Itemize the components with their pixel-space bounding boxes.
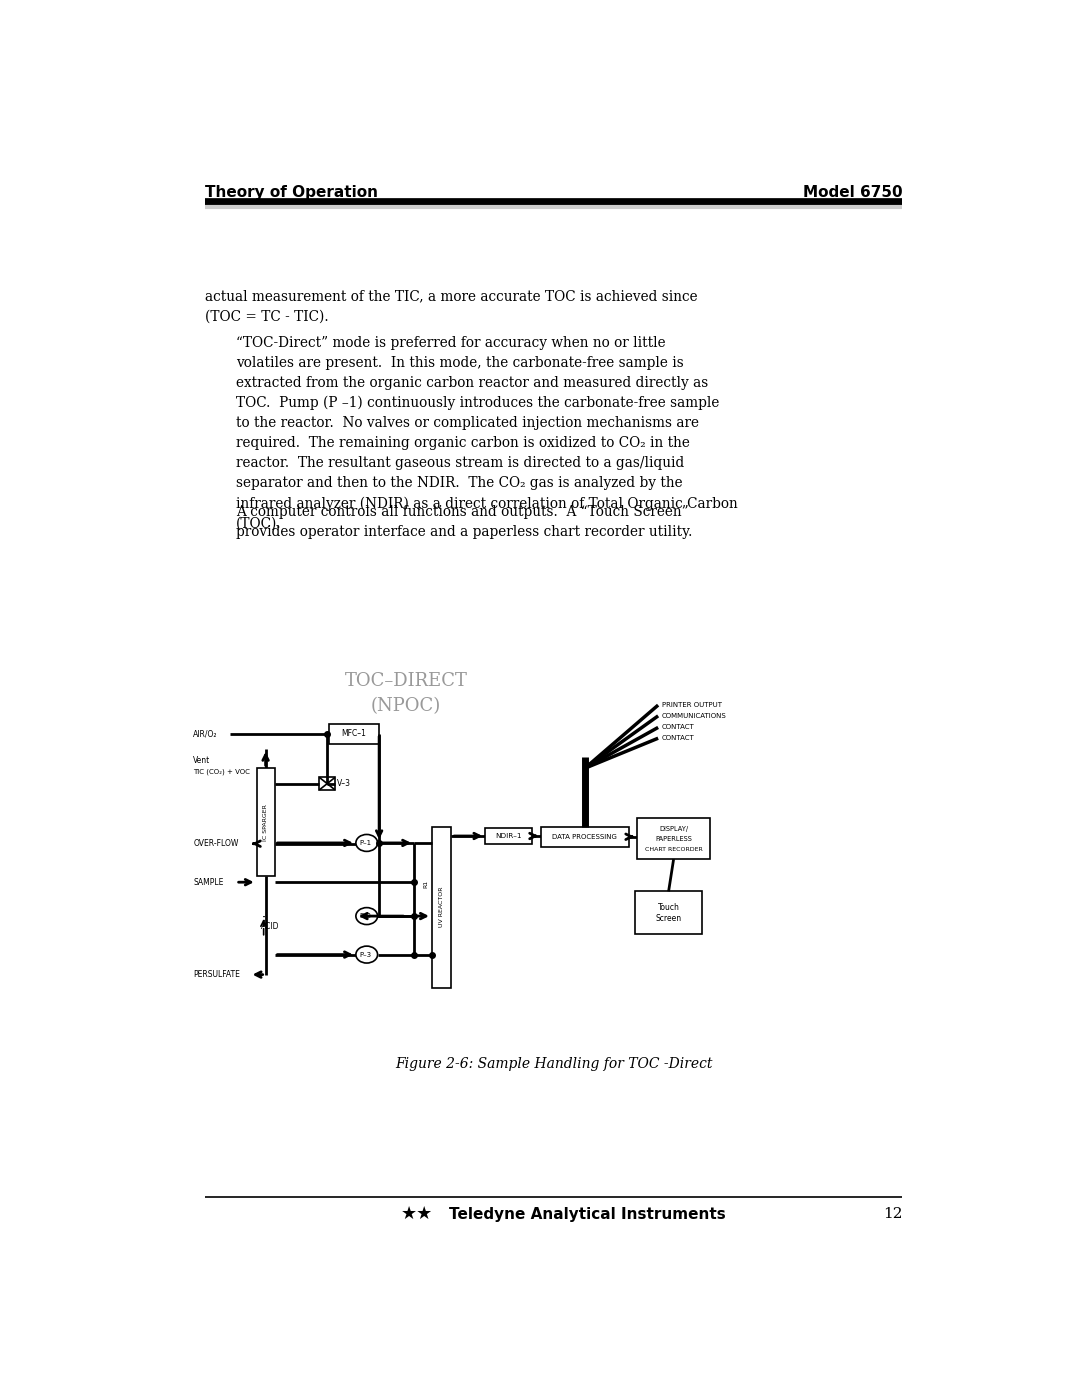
Text: “TOC-Direct” mode is preferred for accuracy when no or little
volatiles are pres: “TOC-Direct” mode is preferred for accur…	[235, 335, 738, 531]
Text: 12: 12	[882, 1207, 902, 1221]
Text: PERSULFATE: PERSULFATE	[193, 970, 240, 979]
Text: ★★: ★★	[401, 1206, 433, 1222]
Bar	[432, 827, 451, 988]
Text: MFC–1: MFC–1	[341, 729, 366, 738]
Bar	[328, 724, 379, 743]
Text: NDIR–1: NDIR–1	[496, 833, 522, 840]
Bar	[541, 827, 629, 847]
Text: A computer controls all functions and outputs.  A “Touch Screen”
provides operat: A computer controls all functions and ou…	[235, 504, 692, 539]
Text: Model 6750: Model 6750	[802, 184, 902, 200]
Text: PAPERLESS: PAPERLESS	[656, 837, 692, 842]
Text: V–3: V–3	[337, 780, 351, 788]
Text: actual measurement of the TIC, a more accurate TOC is achieved since
(TOC = TC -: actual measurement of the TIC, a more ac…	[205, 289, 698, 323]
Text: PRINTER OUTPUT: PRINTER OUTPUT	[662, 703, 723, 708]
Text: CHART RECORDER: CHART RECORDER	[645, 847, 702, 852]
Bar	[485, 828, 531, 844]
Text: UV REACTOR: UV REACTOR	[438, 887, 444, 928]
Ellipse shape	[356, 908, 378, 925]
Text: (NPOC): (NPOC)	[372, 697, 442, 715]
Text: ACID: ACID	[261, 922, 280, 930]
Bar	[637, 819, 710, 859]
Text: P–1: P–1	[360, 840, 372, 847]
Text: Screen: Screen	[656, 914, 681, 923]
Bar	[257, 768, 274, 876]
Ellipse shape	[356, 834, 378, 851]
Text: P–3: P–3	[360, 951, 372, 957]
Text: P–2: P–2	[360, 914, 372, 919]
Text: R1: R1	[423, 880, 428, 888]
Text: Teledyne Analytical Instruments: Teledyne Analytical Instruments	[449, 1207, 726, 1221]
Text: CONTACT: CONTACT	[662, 735, 694, 742]
Text: IC SPARGER: IC SPARGER	[264, 803, 268, 841]
Text: DISPLAY/: DISPLAY/	[659, 827, 688, 833]
Bar	[320, 778, 335, 789]
Bar	[635, 891, 702, 933]
Text: AIR/O₂: AIR/O₂	[193, 729, 218, 738]
Text: OVER-FLOW: OVER-FLOW	[193, 840, 239, 848]
Text: TOC–DIRECT: TOC–DIRECT	[345, 672, 468, 690]
Text: Figure 2-6: Sample Handling for TOC -Direct: Figure 2-6: Sample Handling for TOC -Dir…	[395, 1058, 712, 1071]
Text: DATA PROCESSING: DATA PROCESSING	[553, 834, 618, 840]
Text: COMMUNICATIONS: COMMUNICATIONS	[662, 712, 727, 719]
Text: TIC (CO₂) + VOC: TIC (CO₂) + VOC	[193, 768, 249, 775]
Ellipse shape	[356, 946, 378, 963]
Text: Touch: Touch	[658, 902, 679, 912]
Text: CONTACT: CONTACT	[662, 725, 694, 731]
Text: SAMPLE: SAMPLE	[193, 877, 224, 887]
Text: Vent: Vent	[193, 756, 211, 766]
Text: Theory of Operation: Theory of Operation	[205, 184, 378, 200]
